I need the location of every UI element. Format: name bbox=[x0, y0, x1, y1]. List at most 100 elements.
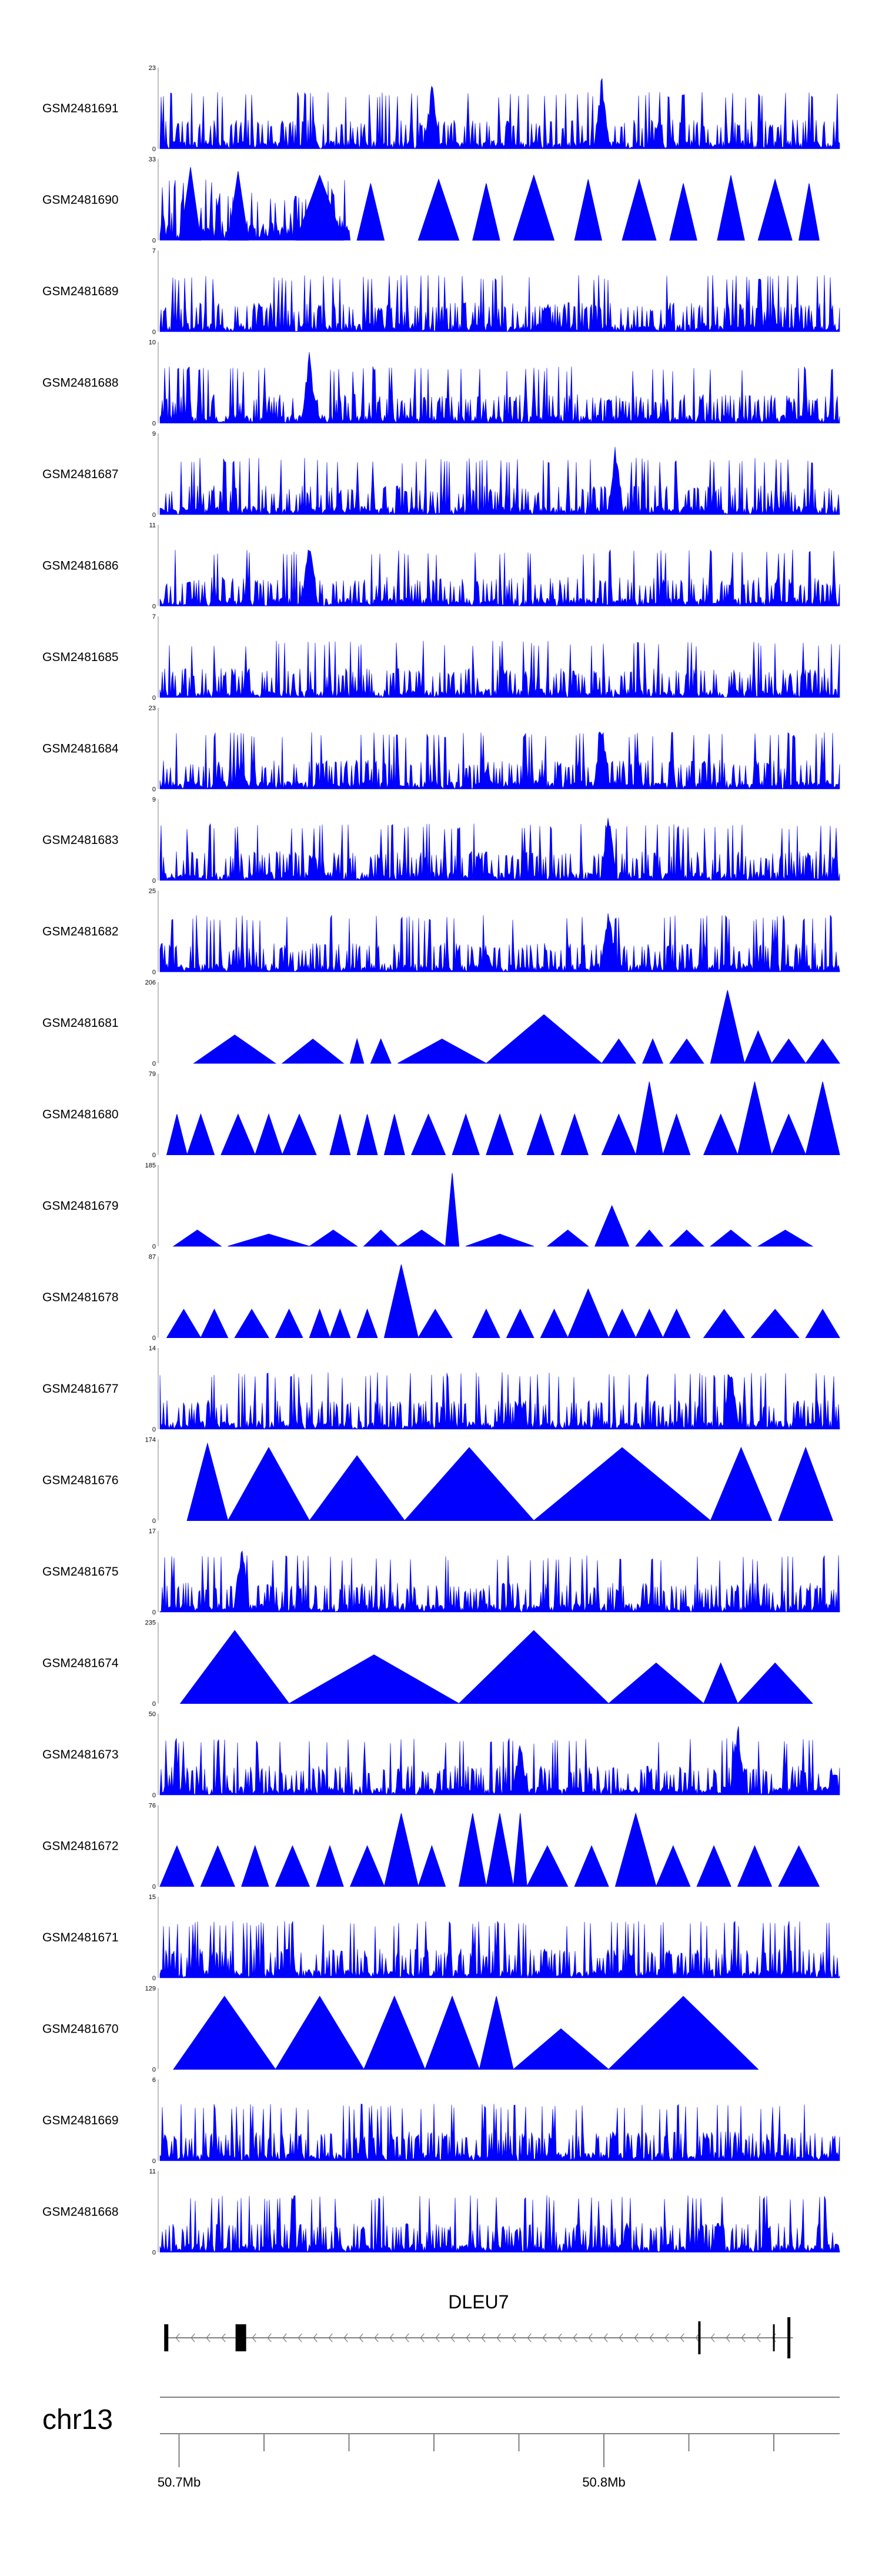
strand-arrow bbox=[343, 2333, 348, 2343]
strand-arrow bbox=[619, 2333, 623, 2343]
track-ymin-label: 0 bbox=[152, 421, 156, 428]
track-GSM2481672: GSM2481672 76 0 bbox=[42, 1803, 820, 1891]
track-GSM2481677: GSM2481677 14 0 bbox=[42, 1345, 840, 1433]
track-GSM2481681: GSM2481681 206 0 bbox=[42, 979, 840, 1067]
coverage-area bbox=[159, 817, 840, 881]
track-ymax-label: 185 bbox=[145, 1162, 156, 1169]
track-GSM2481670: GSM2481670 129 0 bbox=[42, 1986, 759, 2074]
track-GSM2481689: GSM2481689 7 0 bbox=[42, 248, 840, 336]
track-GSM2481684: GSM2481684 23 0 bbox=[42, 705, 840, 793]
coverage-area bbox=[159, 352, 840, 424]
axis-tick-label: 50.8Mb bbox=[582, 2475, 625, 2490]
track-ymin-label: 0 bbox=[152, 2250, 156, 2257]
track-GSM2481676: GSM2481676 174 0 bbox=[42, 1437, 834, 1525]
track-GSM2481668: GSM2481668 11 0 bbox=[42, 2168, 840, 2257]
track-GSM2481675: GSM2481675 17 0 bbox=[42, 1528, 840, 1616]
track-GSM2481687: GSM2481687 9 0 bbox=[42, 431, 840, 519]
strand-arrow bbox=[298, 2333, 302, 2343]
track-label: GSM2481671 bbox=[42, 1931, 119, 1944]
strand-arrow bbox=[435, 2333, 440, 2343]
coverage-area bbox=[159, 1550, 840, 1613]
track-ymax-label: 9 bbox=[152, 431, 156, 438]
gene-name-label: DLEU7 bbox=[448, 2291, 509, 2313]
coverage-area bbox=[186, 1442, 834, 1521]
coverage-area bbox=[179, 1630, 813, 1704]
track-ymax-label: 206 bbox=[145, 979, 156, 986]
track-GSM2481688: GSM2481688 10 0 bbox=[42, 339, 840, 428]
strand-arrow bbox=[634, 2333, 639, 2343]
track-label: GSM2481691 bbox=[42, 102, 119, 115]
track-ymax-label: 7 bbox=[152, 248, 156, 255]
strand-arrow bbox=[405, 2333, 409, 2343]
strand-arrow bbox=[481, 2333, 486, 2343]
track-GSM2481674: GSM2481674 235 0 bbox=[42, 1620, 813, 1708]
track-ymin-label: 0 bbox=[152, 1792, 156, 1799]
gene-exon bbox=[235, 2324, 246, 2351]
coverage-area bbox=[159, 2104, 840, 2161]
gene-exon bbox=[773, 2324, 775, 2351]
track-ymin-label: 0 bbox=[152, 238, 156, 245]
track-ymax-label: 50 bbox=[149, 1711, 156, 1718]
track-label: GSM2481670 bbox=[42, 2023, 119, 2036]
track-label: GSM2481676 bbox=[42, 1474, 119, 1487]
coverage-area bbox=[172, 1173, 814, 1247]
strand-arrow bbox=[695, 2333, 700, 2343]
track-label: GSM2481683 bbox=[42, 833, 119, 847]
track-label: GSM2481685 bbox=[42, 650, 119, 664]
coverage-area bbox=[193, 990, 840, 1064]
track-label: GSM2481681 bbox=[42, 1016, 119, 1030]
coverage-area bbox=[159, 446, 840, 515]
track-ymin-label: 0 bbox=[152, 695, 156, 702]
track-ymin-label: 0 bbox=[152, 146, 156, 153]
strand-arrow bbox=[527, 2333, 532, 2343]
gene-track: DLEU7 bbox=[164, 2291, 793, 2358]
track-label: GSM2481669 bbox=[42, 2114, 119, 2127]
strand-arrow bbox=[741, 2333, 746, 2343]
track-GSM2481683: GSM2481683 9 0 bbox=[42, 796, 840, 885]
coverage-area bbox=[159, 731, 840, 790]
strand-arrow bbox=[649, 2333, 654, 2343]
track-label: GSM2481686 bbox=[42, 559, 119, 573]
track-ymax-label: 76 bbox=[149, 1803, 156, 1810]
track-ymin-label: 0 bbox=[152, 329, 156, 336]
strand-arrow bbox=[175, 2333, 180, 2343]
track-GSM2481690: GSM2481690 33 0 bbox=[42, 156, 820, 245]
coverage-area bbox=[166, 1264, 840, 1338]
strand-arrow bbox=[603, 2333, 608, 2343]
strand-arrow bbox=[496, 2333, 501, 2343]
track-ymin-label: 0 bbox=[152, 1975, 156, 1982]
strand-arrow bbox=[313, 2333, 318, 2343]
strand-arrow bbox=[588, 2333, 593, 2343]
strand-arrow bbox=[466, 2333, 470, 2343]
strand-arrow bbox=[664, 2333, 669, 2343]
track-GSM2481682: GSM2481682 25 0 bbox=[42, 888, 840, 976]
track-label: GSM2481689 bbox=[42, 285, 119, 298]
strand-arrow bbox=[573, 2333, 577, 2343]
strand-arrow bbox=[710, 2333, 715, 2343]
coverage-area bbox=[159, 2195, 840, 2253]
track-ymin-label: 0 bbox=[152, 1701, 156, 1708]
track-GSM2481691: GSM2481691 23 0 bbox=[42, 65, 840, 153]
track-ymin-label: 0 bbox=[152, 1884, 156, 1891]
strand-arrow bbox=[206, 2333, 211, 2343]
track-GSM2481671: GSM2481671 15 0 bbox=[42, 1894, 840, 1982]
coverage-area bbox=[159, 1372, 840, 1430]
track-label: GSM2481679 bbox=[42, 1199, 119, 1213]
axis-tick-label: 50.7Mb bbox=[158, 2475, 201, 2490]
strand-arrow bbox=[756, 2333, 761, 2343]
track-GSM2481669: GSM2481669 6 0 bbox=[42, 2077, 840, 2165]
track-ymin-label: 0 bbox=[152, 1243, 156, 1250]
track-ymax-label: 7 bbox=[152, 613, 156, 620]
track-ymin-label: 0 bbox=[152, 2067, 156, 2074]
track-ymax-label: 10 bbox=[149, 339, 156, 346]
track-ymax-label: 11 bbox=[149, 2168, 156, 2175]
track-ymin-label: 0 bbox=[152, 1335, 156, 1342]
track-ymin-label: 0 bbox=[152, 603, 156, 610]
strand-arrow bbox=[282, 2333, 287, 2343]
track-ymin-label: 0 bbox=[152, 1609, 156, 1616]
track-ymin-label: 0 bbox=[152, 786, 156, 793]
track-label: GSM2481690 bbox=[42, 193, 119, 207]
track-label: GSM2481684 bbox=[42, 742, 119, 756]
chromosome-axis: chr13 50.7Mb 50.8Mb bbox=[42, 2397, 840, 2490]
strand-arrow bbox=[420, 2333, 425, 2343]
